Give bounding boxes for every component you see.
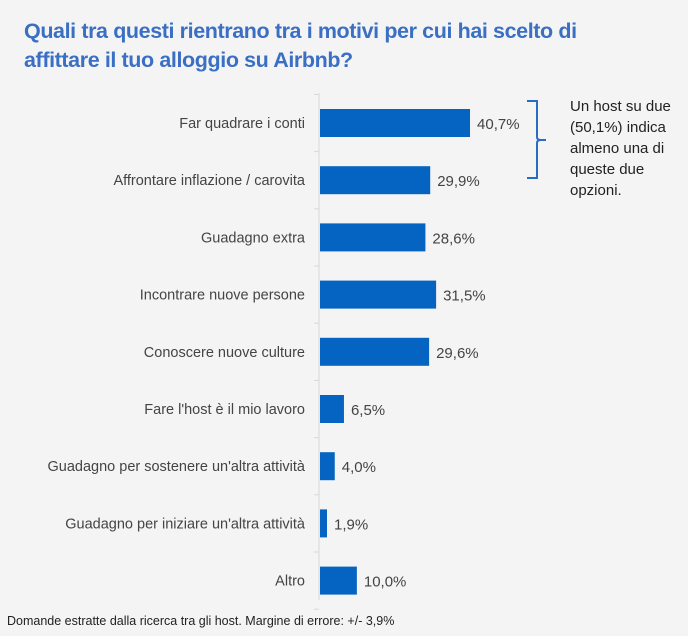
annotation-line: opzioni. [570,182,622,199]
value-label: 29,6% [436,345,479,362]
value-label: 6,5% [351,402,385,419]
category-label: Guadagno per iniziare un'altra attività [65,516,306,532]
category-label: Fare l'host è il mio lavoro [144,402,305,418]
category-label: Guadagno extra [201,230,306,246]
category-label: Guadagno per sostenere un'altra attività [48,459,306,475]
annotation-line: almeno una di [570,140,665,157]
category-label: Far quadrare i conti [179,116,305,132]
bar [320,223,426,252]
bracket-icon [527,100,546,179]
bar [320,395,344,423]
value-label: 1,9% [334,516,368,533]
bar [320,337,430,366]
bar [320,280,437,309]
category-label: Incontrare nuove persone [140,288,305,304]
bar [320,166,431,195]
category-label: Affrontare inflazione / carovita [113,173,305,189]
category-label: Altro [275,574,305,590]
value-label: 40,7% [477,116,520,133]
value-label: 10,0% [364,574,407,591]
annotation-text: Un host su due (50,1%) indica almeno una… [570,96,688,201]
bar [320,109,471,137]
bar [320,452,335,481]
annotation-line: (50,1%) indica [570,119,666,136]
bar [320,566,357,595]
annotation-line: queste due [570,161,645,178]
value-label: 31,5% [443,288,486,305]
value-label: 28,6% [432,230,475,247]
annotation-line: Un host su due [570,98,671,115]
category-label: Conoscere nuove culture [144,345,305,361]
value-label: 4,0% [342,459,376,476]
footer-note: Domande estratte dalla ricerca tra gli h… [7,614,395,628]
bar [320,509,328,538]
value-label: 29,9% [437,173,480,190]
chart-title: Quali tra questi rientrano tra i motivi … [24,19,577,72]
